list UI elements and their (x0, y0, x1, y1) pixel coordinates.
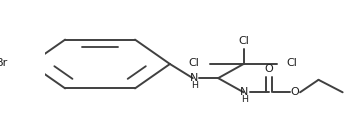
Text: N: N (190, 72, 198, 83)
Text: Cl: Cl (286, 58, 297, 68)
Text: Cl: Cl (238, 36, 249, 46)
Text: Cl: Cl (188, 58, 199, 68)
Text: N: N (240, 87, 249, 97)
Text: H: H (241, 95, 248, 104)
Text: O: O (291, 87, 299, 97)
Text: Br: Br (0, 58, 8, 68)
Text: O: O (265, 64, 273, 74)
Text: H: H (191, 81, 198, 90)
